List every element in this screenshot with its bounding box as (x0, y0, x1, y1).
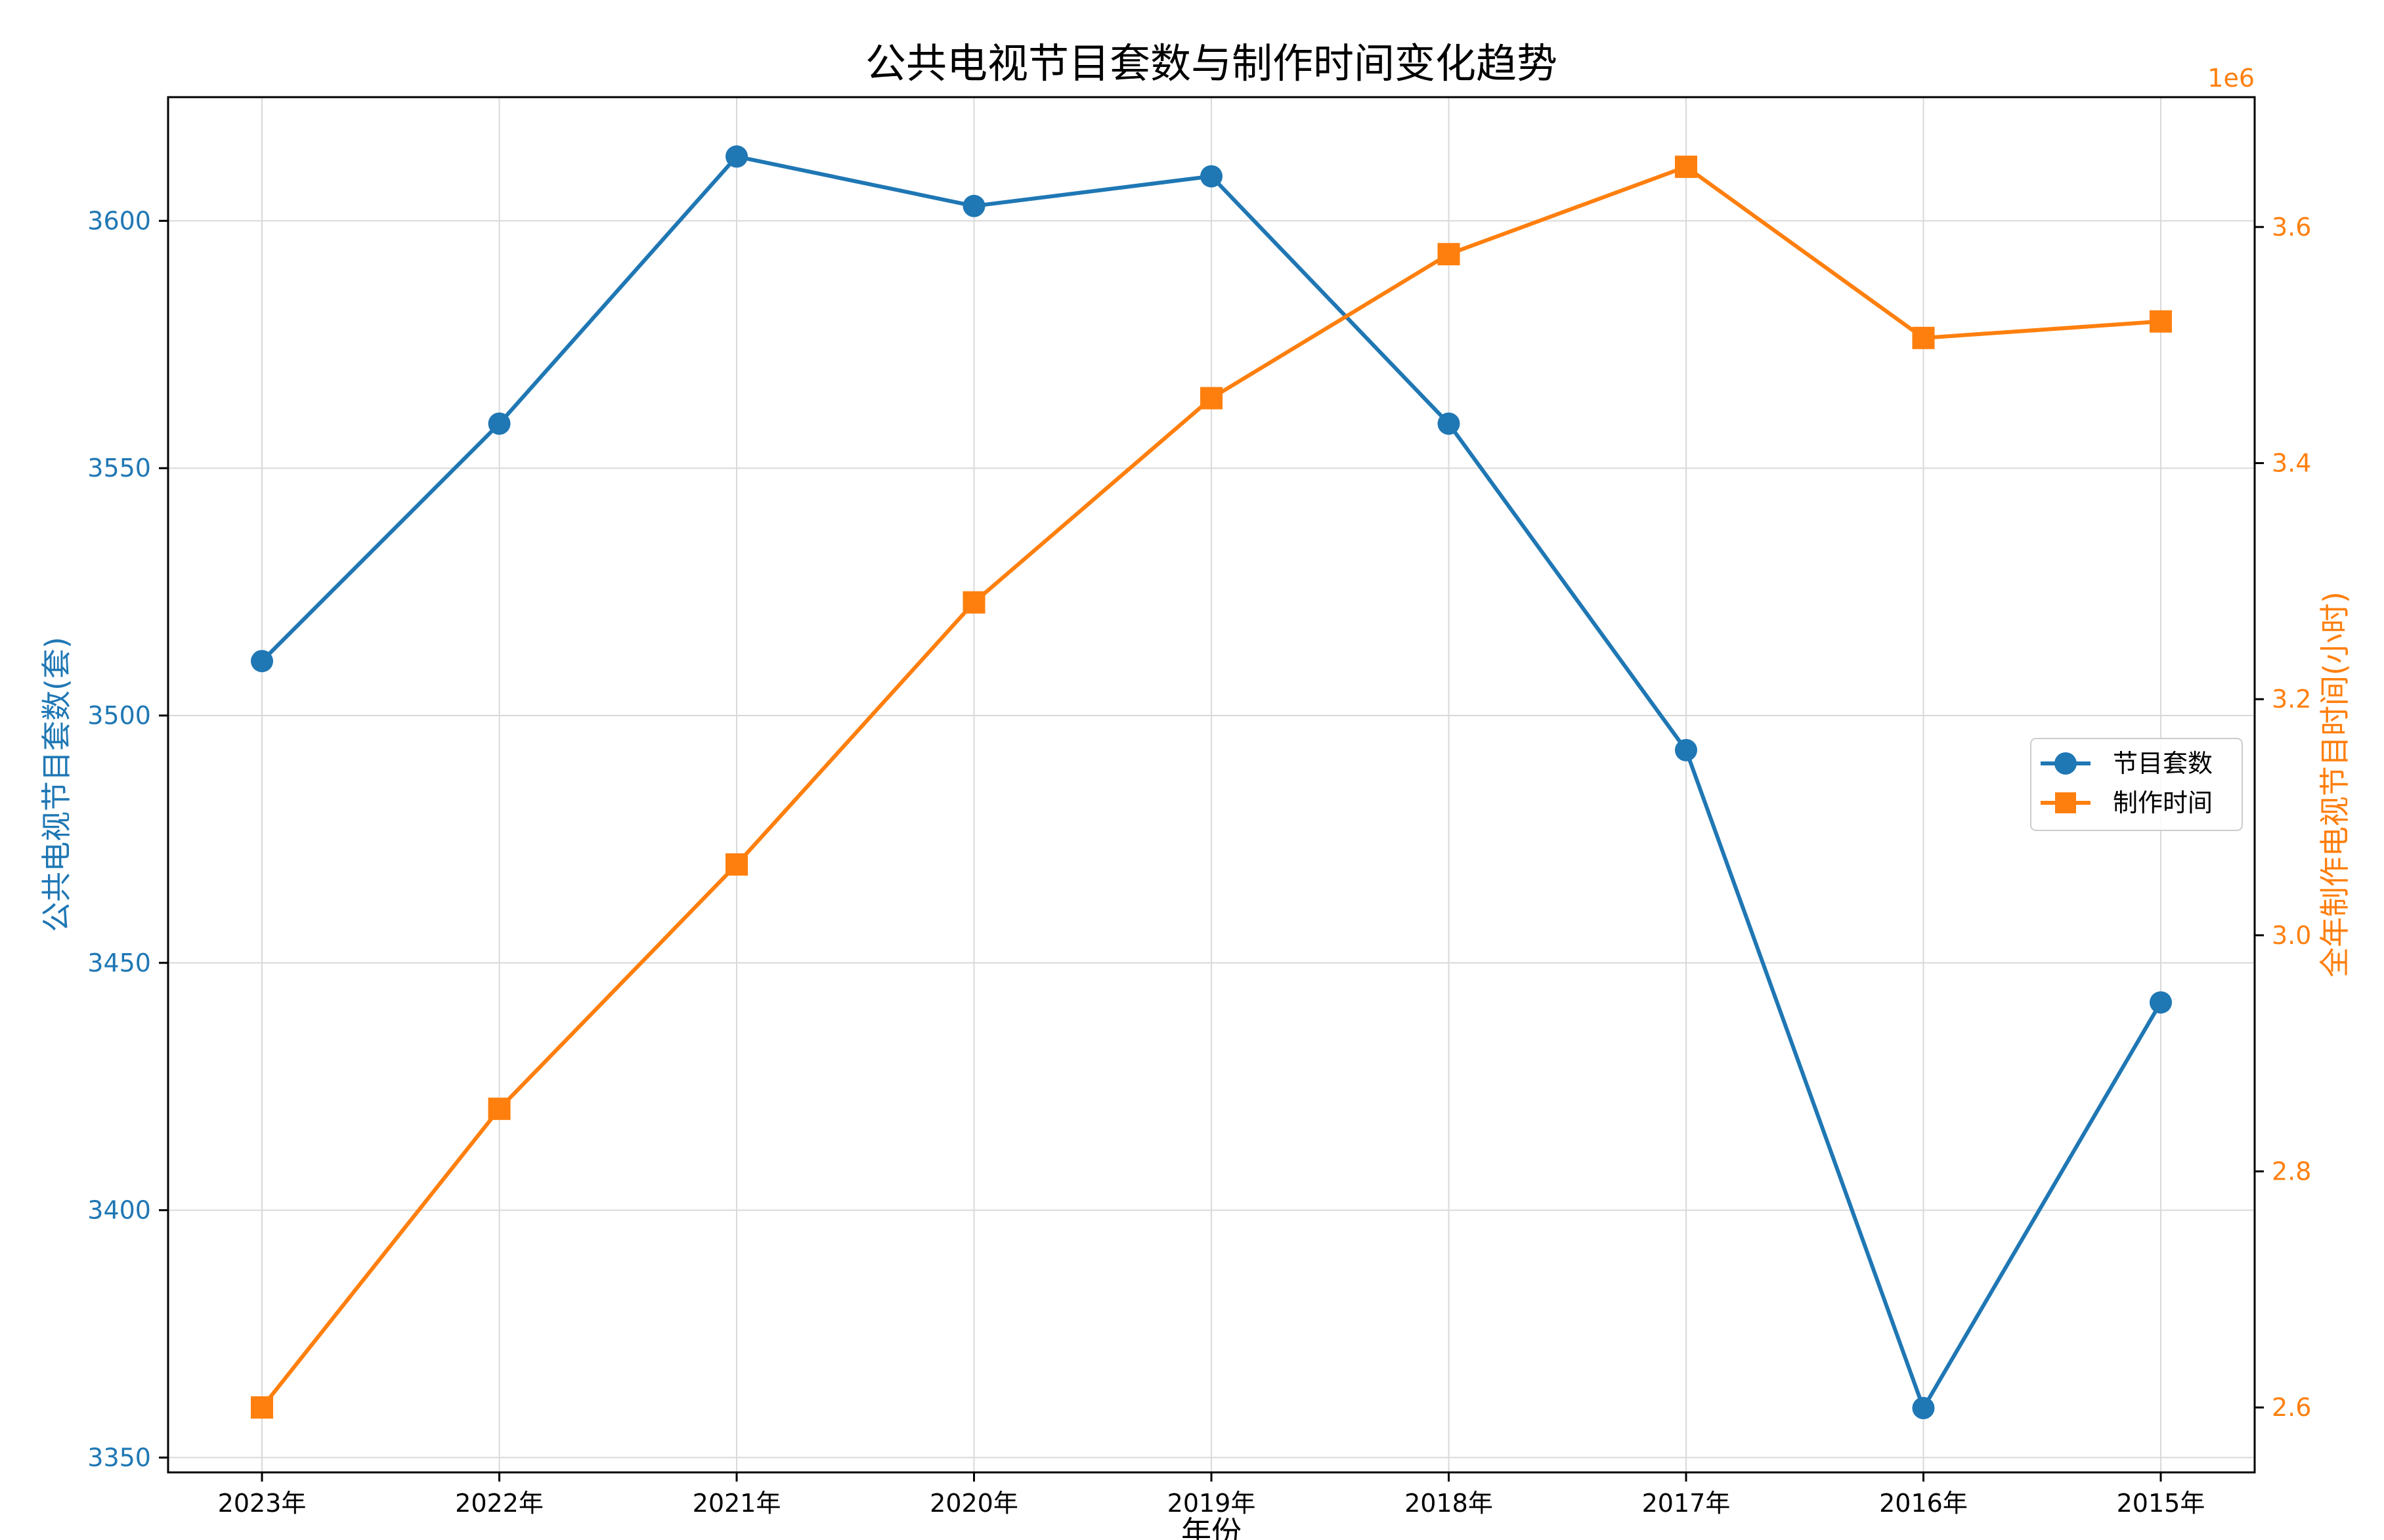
x-tick-label: 2018年 (1404, 1489, 1493, 1518)
data-point-circle (726, 145, 748, 168)
data-point-circle (251, 650, 274, 673)
x-tick-label: 2020年 (930, 1489, 1018, 1518)
data-point-square (488, 1098, 511, 1121)
y-left-tick-label: 3500 (87, 701, 151, 730)
data-point-square (1437, 243, 1460, 266)
data-point-square (726, 853, 748, 876)
legend: 节目套数 制作时间 (2030, 738, 2243, 831)
x-axis-label: 年份 (1181, 1514, 1242, 1540)
data-point-circle (1912, 1397, 1935, 1420)
legend-marker-1 (2055, 792, 2076, 813)
y-right-tick-label: 3.4 (2272, 448, 2311, 477)
x-tick-label: 2021年 (693, 1489, 781, 1518)
series-layer (251, 145, 2172, 1420)
data-point-circle (1674, 738, 1697, 761)
chart-title: 公共电视节目套数与制作时间变化趋势 (865, 39, 1557, 87)
x-tick-label: 2022年 (455, 1489, 544, 1518)
y-left-tick-label: 3350 (87, 1443, 151, 1472)
data-point-square (1674, 156, 1697, 179)
y-right-tick-label: 3.6 (2272, 213, 2311, 242)
data-point-circle (2149, 991, 2172, 1014)
data-point-circle (1437, 412, 1460, 435)
data-point-square (2149, 310, 2172, 333)
data-point-square (1912, 326, 1935, 349)
y-right-tick-label: 2.6 (2272, 1393, 2311, 1422)
legend-label-1: 制作时间 (2113, 788, 2213, 817)
x-tick-label: 2016年 (1879, 1489, 1968, 1518)
x-tick-label: 2023年 (218, 1489, 307, 1518)
x-tick-label: 2017年 (1642, 1489, 1731, 1518)
data-point-square (251, 1396, 274, 1419)
data-point-square (1200, 387, 1223, 410)
data-point-circle (963, 194, 986, 217)
y-left-tick-label: 3550 (87, 454, 151, 482)
legend-marker-0 (2054, 752, 2077, 775)
y-right-offset-text: 1e6 (2207, 64, 2255, 93)
y-left-tick-label: 3450 (87, 949, 151, 977)
x-tick-label: 2015年 (2117, 1489, 2205, 1518)
y-left-tick-label: 3400 (87, 1196, 151, 1225)
y-left-tick-label: 3600 (87, 206, 151, 235)
y-right-tick-label: 3.0 (2272, 921, 2311, 950)
y-left-axis-label: 公共电视节目套数(套) (39, 637, 74, 932)
legend-label-0: 节目套数 (2113, 749, 2213, 778)
data-point-circle (488, 412, 511, 435)
axis-ticks: 2023年 2022年 2021年 2020年 2019年 2018年 2017年 2016年… (87, 206, 2311, 1518)
y-right-axis-label: 全年制作电视节目时间(小时) (2317, 591, 2352, 977)
y-right-tick-label: 2.8 (2272, 1157, 2311, 1186)
data-point-square (963, 591, 986, 614)
data-point-circle (1200, 165, 1223, 188)
x-tick-label: 2019年 (1167, 1489, 1256, 1518)
grid-lines (168, 97, 2255, 1472)
y-right-tick-label: 3.2 (2272, 685, 2311, 714)
